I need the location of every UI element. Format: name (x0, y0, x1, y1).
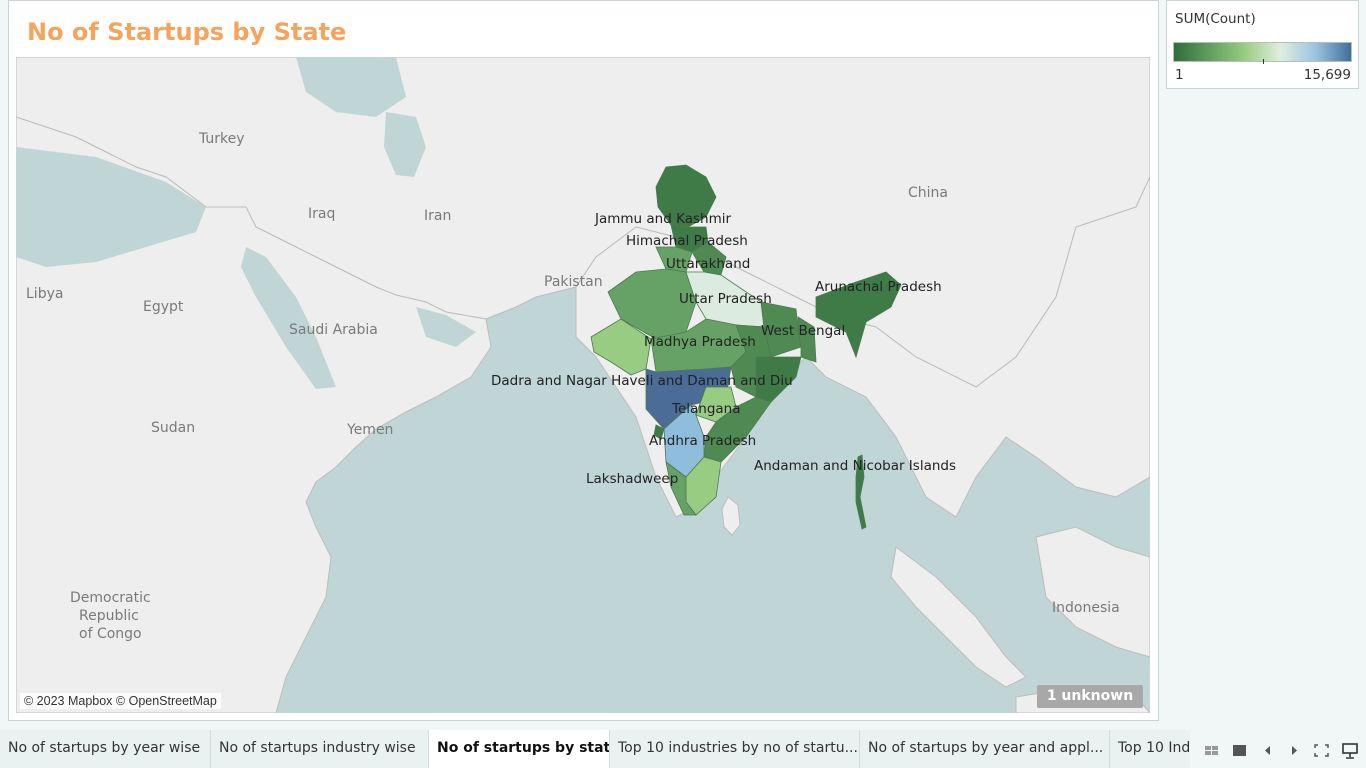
single-view-icon[interactable] (1230, 738, 1250, 762)
tab-year-wise[interactable]: No of startups by year wise (0, 730, 211, 768)
label-andhra-pradesh: Andhra Pradesh (649, 433, 756, 449)
label-drc-line1: Democratic (70, 590, 151, 606)
inland-water (16, 57, 476, 389)
tab-by-state[interactable]: No of startups by state (429, 730, 610, 768)
label-himachal-pradesh: Himachal Pradesh (626, 233, 748, 249)
state-kerala[interactable] (665, 461, 697, 516)
state-assam-northeast[interactable] (815, 271, 902, 359)
map-canvas[interactable]: Turkey Iraq Iran Libya Egypt Saudi Arabi… (16, 57, 1150, 713)
state-andaman-and-nicobar[interactable] (855, 454, 867, 530)
label-jammu-and-kashmir: Jammu and Kashmir (594, 211, 731, 227)
state-goa[interactable] (653, 424, 665, 440)
presentation-icon[interactable] (1340, 738, 1360, 762)
state-uttarakhand[interactable] (691, 241, 727, 276)
state-gujarat[interactable] (590, 318, 652, 376)
label-china: China (908, 185, 948, 201)
country-labels: Turkey Iraq Iran Libya Egypt Saudi Arabi… (26, 131, 1120, 642)
india-states[interactable] (590, 164, 902, 530)
label-turkey: Turkey (198, 131, 245, 147)
fullscreen-icon[interactable] (1312, 738, 1332, 762)
unknown-badge[interactable]: 1 unknown (1037, 685, 1143, 708)
grid-view-icon[interactable] (1202, 738, 1222, 762)
color-legend[interactable]: SUM(Count) 1 15,699 (1166, 0, 1359, 89)
label-egypt: Egypt (143, 299, 184, 315)
tab-year-and-application[interactable]: No of startups by year and appl... (860, 730, 1110, 768)
label-uttar-pradesh: Uttar Pradesh (679, 291, 772, 307)
legend-max-value: 15,699 (1303, 67, 1351, 83)
next-icon[interactable] (1284, 738, 1304, 762)
label-andaman-nicobar: Andaman and Nicobar Islands (754, 458, 956, 474)
tab-top10-industries[interactable]: Top 10 industries by no of startu... (610, 730, 860, 768)
state-andhra-pradesh[interactable] (703, 396, 772, 463)
state-labels: Jammu and Kashmir Himachal Pradesh Uttar… (491, 211, 956, 487)
label-indonesia: Indonesia (1052, 600, 1120, 616)
legend-min-value: 1 (1175, 67, 1184, 83)
label-dadra-nagar-haveli: Dadra and Nagar Haveli and Daman and Diu (491, 373, 793, 389)
label-pakistan: Pakistan (544, 274, 603, 290)
label-drc-line2: Republic (79, 608, 139, 624)
map-view[interactable]: Turkey Iraq Iran Libya Egypt Saudi Arabi… (16, 57, 1150, 713)
label-madhya-pradesh: Madhya Pradesh (644, 334, 756, 350)
legend-gradient-bar (1173, 42, 1352, 62)
legend-title: SUM(Count) (1175, 11, 1256, 27)
label-sudan: Sudan (151, 420, 195, 436)
label-yemen: Yemen (346, 422, 393, 438)
tab-top10-ind-truncated[interactable]: Top 10 Ind (1110, 730, 1190, 768)
label-lakshadweep: Lakshadweep (586, 471, 678, 487)
state-jammu-and-kashmir[interactable] (655, 164, 717, 228)
prev-icon[interactable] (1258, 738, 1278, 762)
label-saudi-arabia: Saudi Arabia (289, 322, 378, 338)
label-iran: Iran (424, 208, 451, 224)
label-iraq: Iraq (308, 206, 335, 222)
state-punjab[interactable] (655, 246, 693, 273)
label-telangana: Telangana (671, 401, 741, 417)
label-uttarakhand: Uttarakhand (666, 256, 750, 272)
label-arunachal-pradesh: Arunachal Pradesh (815, 279, 942, 295)
label-west-bengal: West Bengal (761, 323, 845, 339)
state-odisha[interactable] (755, 356, 802, 403)
sheet-tab-bar: No of startups by year wise No of startu… (0, 730, 1190, 768)
label-drc-line3: of Congo (79, 626, 142, 642)
page-title: No of Startups by State (27, 18, 347, 46)
map-attribution[interactable]: © 2023 Mapbox © OpenStreetMap (20, 693, 221, 709)
tab-industry-wise[interactable]: No of startups industry wise (211, 730, 429, 768)
legend-center-tick (1263, 59, 1264, 64)
label-libya: Libya (26, 286, 63, 302)
